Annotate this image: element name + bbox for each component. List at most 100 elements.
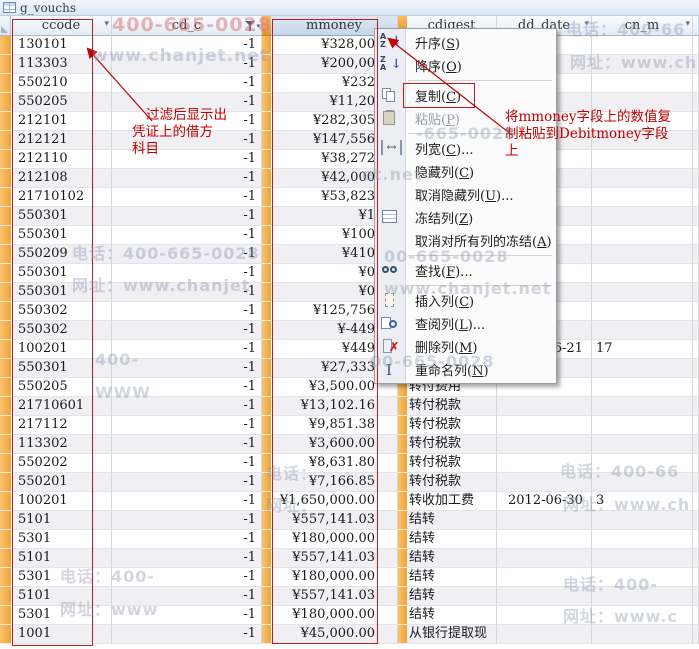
cell-ccode[interactable]: 5301 — [11, 568, 112, 587]
cell-mmoney[interactable]: ¥557,141.03 — [271, 587, 398, 606]
cell-cn_m[interactable] — [592, 302, 693, 321]
cell-cd_c[interactable]: -1 — [112, 397, 262, 416]
cell-ccode[interactable]: 550302 — [11, 321, 112, 340]
menu-item-复制[interactable]: 复制(C) — [375, 84, 556, 107]
menu-item-查阅列[interactable]: 查阅列(L)... — [375, 312, 556, 335]
cell-cd_c[interactable]: -1 — [112, 207, 262, 226]
cell-cd_c[interactable]: -1 — [112, 492, 262, 511]
record-selector[interactable] — [0, 55, 11, 74]
cell-cd_c[interactable]: -1 — [112, 283, 262, 302]
cell-cn_m[interactable] — [592, 112, 693, 131]
cell-cd_c[interactable]: -1 — [112, 112, 262, 131]
cell-cd_c[interactable]: -1 — [112, 93, 262, 112]
cell-mmoney[interactable]: ¥7,166.85 — [271, 473, 398, 492]
cell-cdigest[interactable]: 转付税款 — [407, 397, 497, 416]
cell-ccode[interactable]: 550201 — [11, 473, 112, 492]
cell-cd_c[interactable]: -1 — [112, 511, 262, 530]
record-selector[interactable] — [0, 302, 11, 321]
record-selector[interactable] — [0, 416, 11, 435]
record-selector[interactable] — [0, 245, 11, 264]
record-selector[interactable] — [0, 435, 11, 454]
cell-dd_date[interactable] — [497, 625, 592, 644]
menu-item-降序[interactable]: Z A ↓ 降序(O) — [375, 54, 556, 77]
menu-item-插入列[interactable]: 插入列(C) — [375, 289, 556, 312]
cell-mmoney[interactable]: ¥180,000.00 — [271, 530, 398, 549]
record-selector[interactable] — [0, 321, 11, 340]
cell-ccode[interactable]: 550205 — [11, 93, 112, 112]
cell-cd_c[interactable]: -1 — [112, 454, 262, 473]
cell-dd_date[interactable] — [497, 549, 592, 568]
cell-cn_m[interactable] — [592, 511, 693, 530]
cell-cdigest[interactable]: 转付税款 — [407, 454, 497, 473]
cell-cn_m[interactable] — [592, 473, 693, 492]
cell-mmoney[interactable]: ¥147,556 — [271, 131, 398, 150]
filter-dropdown-icon[interactable]: ▾ — [104, 19, 109, 29]
menu-item-隐藏列[interactable]: 隐藏列(C) — [375, 160, 556, 183]
cell-mmoney[interactable]: ¥200,00 — [271, 55, 398, 74]
cell-cn_m[interactable] — [592, 625, 693, 644]
cell-mmoney[interactable]: ¥180,000.00 — [271, 606, 398, 625]
cell-mmoney[interactable]: ¥3,600.00 — [271, 435, 398, 454]
cell-cn_m[interactable] — [592, 378, 693, 397]
cell-ccode[interactable]: 113302 — [11, 435, 112, 454]
cell-cn_m[interactable] — [592, 150, 693, 169]
cell-cdigest[interactable]: 结转 — [407, 606, 497, 625]
cell-ccode[interactable]: 212110 — [11, 150, 112, 169]
cell-cn_m[interactable]: 3 — [592, 492, 693, 511]
cell-cd_c[interactable]: -1 — [112, 36, 262, 55]
cell-cn_m[interactable] — [592, 587, 693, 606]
cell-ccode[interactable]: 5101 — [11, 511, 112, 530]
record-selector[interactable] — [0, 473, 11, 492]
cell-ccode[interactable]: 550302 — [11, 302, 112, 321]
record-selector[interactable] — [0, 530, 11, 549]
menu-item-查找[interactable]: 查找(F)... — [375, 259, 556, 282]
filter-dropdown-icon[interactable]: ▾ — [685, 19, 690, 29]
cell-ccode[interactable]: 550301 — [11, 359, 112, 378]
cell-cn_m[interactable] — [592, 93, 693, 112]
cell-cn_m[interactable] — [592, 568, 693, 587]
cell-cn_m[interactable] — [592, 169, 693, 188]
cell-ccode[interactable]: 550301 — [11, 226, 112, 245]
menu-item-升序[interactable]: A Z ↓ 升序(S) — [375, 31, 556, 54]
cell-cdigest[interactable]: 转付税款 — [407, 416, 497, 435]
cell-mmoney[interactable]: ¥45,000.00 — [271, 625, 398, 644]
menu-item-取消隐藏列[interactable]: 取消隐藏列(U)... — [375, 183, 556, 206]
cell-dd_date[interactable]: 2012-06-30 — [497, 492, 592, 511]
object-tab[interactable]: g_vouchs — [0, 0, 699, 16]
cell-mmoney[interactable]: ¥410 — [271, 245, 398, 264]
record-selector[interactable] — [0, 112, 11, 131]
cell-cdigest[interactable]: 转收加工费 — [407, 492, 497, 511]
cell-ccode[interactable]: 130101 — [11, 36, 112, 55]
cell-cn_m[interactable] — [592, 283, 693, 302]
record-selector[interactable] — [0, 511, 11, 530]
cell-dd_date[interactable] — [497, 435, 592, 454]
record-selector[interactable] — [0, 397, 11, 416]
record-selector[interactable] — [0, 587, 11, 606]
cell-cn_m[interactable] — [592, 188, 693, 207]
record-selector[interactable] — [0, 549, 11, 568]
cell-cn_m[interactable] — [592, 55, 693, 74]
cell-cd_c[interactable]: -1 — [112, 302, 262, 321]
cell-ccode[interactable]: 212121 — [11, 131, 112, 150]
cell-cdigest[interactable]: 结转 — [407, 511, 497, 530]
record-selector[interactable] — [0, 188, 11, 207]
record-selector[interactable] — [0, 454, 11, 473]
record-selector[interactable] — [0, 625, 11, 644]
filter-dropdown-icon[interactable]: ▾ — [584, 19, 589, 29]
cell-ccode[interactable]: 550301 — [11, 264, 112, 283]
cell-mmoney[interactable]: ¥3,500.00 — [271, 378, 398, 397]
record-selector[interactable] — [0, 378, 11, 397]
cell-cd_c[interactable]: -1 — [112, 530, 262, 549]
cell-cd_c[interactable]: -1 — [112, 606, 262, 625]
cell-ccode[interactable]: 550301 — [11, 283, 112, 302]
cell-dd_date[interactable] — [497, 397, 592, 416]
cell-mmoney[interactable]: ¥27,333 — [271, 359, 398, 378]
cell-cn_m[interactable] — [592, 36, 693, 55]
cell-dd_date[interactable] — [497, 568, 592, 587]
cell-cd_c[interactable]: -1 — [112, 150, 262, 169]
record-selector[interactable] — [0, 226, 11, 245]
cell-cd_c[interactable]: -1 — [112, 74, 262, 93]
cell-cd_c[interactable]: -1 — [112, 188, 262, 207]
menu-item-列宽[interactable]: ↔ 列宽(C)... — [375, 137, 556, 160]
cell-mmoney[interactable]: ¥180,000.00 — [271, 568, 398, 587]
